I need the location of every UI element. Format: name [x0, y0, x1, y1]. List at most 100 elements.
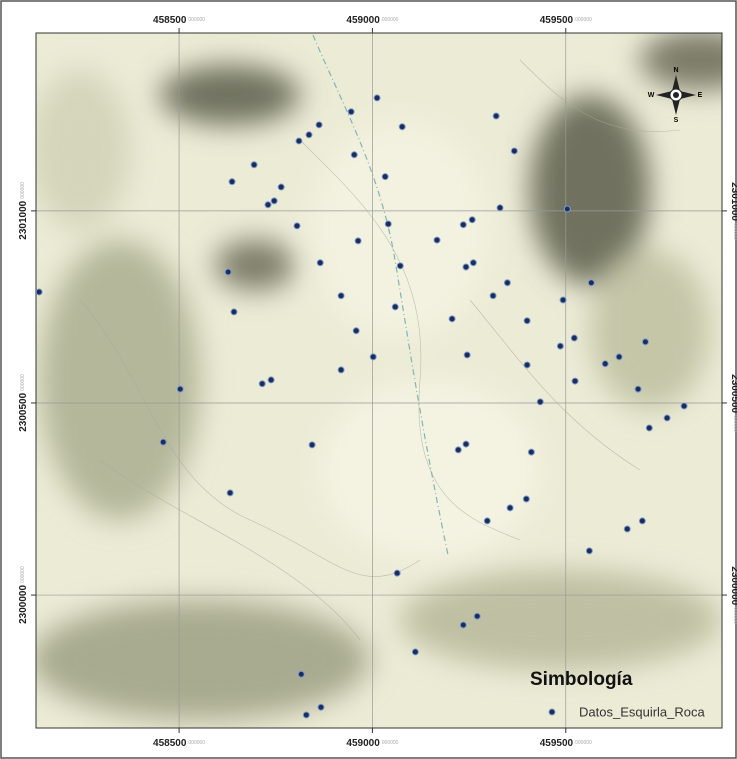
sample-point	[338, 293, 344, 299]
y-tick-label-value: 2301000	[18, 200, 29, 239]
sample-point	[507, 505, 513, 511]
sample-point	[449, 316, 455, 322]
sample-point	[316, 122, 322, 128]
sample-point	[537, 399, 543, 405]
x-tick-label-value: 458500	[153, 738, 187, 749]
y-tick-label-value: 2300000	[729, 566, 737, 605]
sample-point	[351, 152, 357, 158]
sample-point	[463, 441, 469, 447]
sample-point	[259, 381, 265, 387]
sample-point	[616, 354, 622, 360]
sample-point	[664, 415, 670, 421]
sample-point	[385, 221, 391, 227]
sample-point	[464, 352, 470, 358]
sample-point	[251, 162, 257, 168]
map-layout: N S E W 45850000000045850000000045900000…	[0, 0, 737, 759]
sample-point	[470, 260, 476, 266]
sample-point	[586, 548, 592, 554]
basemap	[30, 30, 737, 728]
sample-point	[397, 263, 403, 269]
y-tick-label-suffix: 000000	[732, 415, 737, 432]
sample-point	[493, 113, 499, 119]
y-tick-label-suffix: 000000	[732, 223, 737, 240]
sample-point	[434, 237, 440, 243]
sample-point	[412, 649, 418, 655]
y-tick-label-value: 2300500	[18, 392, 29, 431]
x-tick-label-suffix: 000000	[188, 740, 205, 746]
x-tick-label-suffix: 000000	[575, 740, 592, 746]
sample-point	[268, 377, 274, 383]
sample-point	[294, 223, 300, 229]
sample-point	[338, 367, 344, 373]
sample-point	[463, 264, 469, 270]
sample-point	[394, 570, 400, 576]
legend-title: Simbología	[530, 669, 633, 690]
sample-point	[564, 206, 570, 212]
x-tick-label-value: 459500	[540, 738, 574, 749]
sample-point	[229, 179, 235, 185]
x-tick-label-value: 458500	[153, 15, 187, 26]
sample-point	[602, 361, 608, 367]
sample-point	[681, 403, 687, 409]
x-tick-label-suffix: 000000	[575, 17, 592, 23]
sample-point	[460, 222, 466, 228]
y-tick-label-suffix: 000000	[20, 566, 26, 583]
north-label: N	[673, 67, 678, 74]
sample-point	[348, 109, 354, 115]
y-tick-label-suffix: 000000	[20, 374, 26, 391]
legend-marker	[549, 709, 555, 715]
sample-point	[296, 138, 302, 144]
sample-point	[265, 202, 271, 208]
sample-point	[317, 260, 323, 266]
sample-point	[225, 269, 231, 275]
y-tick-label-value: 2300500	[729, 374, 737, 413]
sample-point	[271, 198, 277, 204]
sample-point	[524, 362, 530, 368]
west-label: W	[648, 92, 655, 99]
y-tick-label-value: 2301000	[729, 182, 737, 221]
sample-point	[303, 712, 309, 718]
sample-point	[460, 622, 466, 628]
sample-point	[318, 704, 324, 710]
sample-point	[231, 309, 237, 315]
sample-point	[588, 280, 594, 286]
east-label: E	[698, 92, 703, 99]
sample-point	[382, 174, 388, 180]
sample-point	[642, 339, 648, 345]
sample-point	[392, 304, 398, 310]
x-tick-label-suffix: 000000	[188, 17, 205, 23]
sample-point	[560, 297, 566, 303]
sample-point	[523, 496, 529, 502]
sample-point	[497, 205, 503, 211]
sample-point	[399, 124, 405, 130]
sample-point	[455, 447, 461, 453]
sample-point	[528, 449, 534, 455]
sample-point	[353, 328, 359, 334]
x-tick-label-value: 459000	[346, 15, 380, 26]
sample-point	[474, 613, 480, 619]
sample-point	[298, 671, 304, 677]
legend-label: Datos_Esquirla_Roca	[579, 704, 706, 719]
sample-point	[374, 95, 380, 101]
sample-point	[639, 518, 645, 524]
sample-point	[524, 318, 530, 324]
y-tick-label-suffix: 000000	[732, 607, 737, 624]
sample-point	[177, 386, 183, 392]
sample-point	[624, 526, 630, 532]
sample-point	[160, 439, 166, 445]
x-tick-label-suffix: 000000	[382, 740, 399, 746]
sample-point	[278, 184, 284, 190]
sample-point	[484, 518, 490, 524]
sample-point	[227, 490, 233, 496]
sample-point	[309, 442, 315, 448]
sample-point	[635, 386, 641, 392]
sample-point	[572, 378, 578, 384]
sample-point	[511, 148, 517, 154]
sample-point	[306, 132, 312, 138]
sample-point	[36, 289, 42, 295]
sample-point	[370, 354, 376, 360]
sample-point	[557, 343, 563, 349]
y-tick-label-suffix: 000000	[20, 182, 26, 199]
x-tick-label-suffix: 000000	[382, 17, 399, 23]
x-tick-label-value: 459000	[346, 738, 380, 749]
